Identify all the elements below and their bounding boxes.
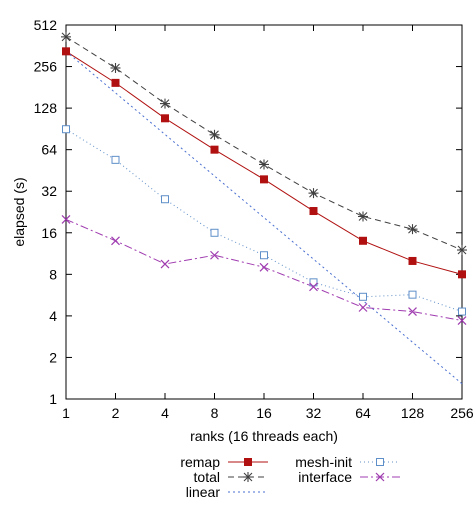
- x-tick-label: 32: [306, 405, 322, 421]
- axis-ticks: [65, 24, 463, 400]
- data-point-interface: [259, 262, 269, 272]
- y-axis-title: elapsed (s): [11, 177, 27, 246]
- data-point-mesh-init: [62, 125, 70, 134]
- y-tick-label: 512: [34, 17, 58, 33]
- data-point-mesh-init: [408, 290, 417, 299]
- legend-label: remap: [180, 454, 220, 470]
- data-point-remap: [210, 145, 219, 154]
- legend-marker: [375, 472, 385, 482]
- data-point-interface: [210, 250, 219, 260]
- data-point-mesh-init: [458, 307, 466, 316]
- legend-label: linear: [186, 484, 221, 500]
- x-tick-label: 8: [211, 405, 219, 421]
- legend-item-remap: remap: [180, 454, 268, 470]
- y-tick-label: 1: [49, 391, 57, 407]
- y-tick-label: 128: [34, 100, 58, 116]
- data-point-remap: [458, 270, 466, 279]
- data-point-interface: [408, 307, 417, 316]
- data-point-mesh-init: [309, 278, 318, 287]
- series-line-linear: [65, 50, 463, 385]
- y-tick-label: 32: [41, 183, 57, 199]
- series-line-total: [65, 36, 463, 251]
- data-point-remap: [260, 175, 268, 184]
- data-point-total: [358, 211, 368, 222]
- legend-label: interface: [298, 469, 352, 485]
- x-axis-title: ranks (16 threads each): [190, 428, 338, 444]
- data-point-interface: [358, 303, 368, 312]
- legend-item-mesh-init: mesh-init: [295, 454, 400, 470]
- data-point-remap: [111, 78, 120, 87]
- data-point-interface: [457, 316, 467, 325]
- x-tick-label: 1: [62, 405, 70, 421]
- legend-marker: [244, 458, 252, 466]
- x-tick-label: 64: [355, 405, 371, 421]
- data-point-total: [457, 245, 467, 256]
- data-point-total: [110, 62, 121, 73]
- y-tick-label: 16: [41, 225, 57, 241]
- data-point-mesh-init: [359, 292, 367, 301]
- series-lines: [65, 36, 463, 385]
- series-line-mesh-init: [65, 128, 463, 313]
- data-point-interface: [111, 236, 120, 246]
- data-point-remap: [359, 236, 367, 245]
- axis-tick-labels: 1 2 4 8 16 32 64 128 256 1 2 4 8 16 32 64 128 256 512: [34, 17, 474, 421]
- data-point-remap: [408, 256, 417, 265]
- x-tick-label: 256: [450, 405, 474, 421]
- data-point-total: [407, 224, 418, 235]
- data-point-mesh-init: [161, 195, 169, 204]
- x-tick-label: 4: [161, 405, 169, 421]
- x-tick-label: 2: [112, 405, 120, 421]
- data-point-total: [209, 129, 220, 140]
- legend-label: total: [194, 469, 220, 485]
- data-point-total: [61, 31, 71, 42]
- legend-item-linear: linear: [186, 484, 268, 500]
- y-tick-label: 4: [49, 308, 57, 324]
- data-point-total: [259, 159, 269, 170]
- y-tick-label: 8: [49, 266, 57, 282]
- legend-marker: [376, 458, 384, 466]
- x-tick-label: 128: [401, 405, 425, 421]
- legend-marker: [243, 472, 253, 482]
- y-tick-label: 64: [41, 142, 57, 158]
- y-tick-label: 2: [49, 349, 57, 365]
- legend-item-interface: interface: [298, 469, 400, 485]
- legend-item-total: total: [194, 469, 268, 485]
- data-point-total: [160, 98, 170, 109]
- y-tick-label: 256: [34, 59, 58, 75]
- data-point-interface: [61, 214, 71, 224]
- x-tick-label: 16: [256, 405, 272, 421]
- data-point-total: [308, 188, 319, 199]
- data-point-mesh-init: [111, 155, 120, 164]
- data-point-remap: [62, 47, 70, 56]
- series-line-interface: [65, 218, 463, 322]
- data-point-remap: [161, 114, 169, 123]
- data-point-mesh-init: [210, 228, 219, 237]
- plot-frame: [65, 24, 463, 400]
- legend-label: mesh-init: [295, 454, 352, 470]
- data-point-remap: [309, 207, 318, 216]
- data-point-mesh-init: [260, 251, 268, 260]
- data-point-interface: [160, 259, 170, 269]
- data-point-interface: [309, 282, 318, 292]
- series-markers: [61, 31, 467, 325]
